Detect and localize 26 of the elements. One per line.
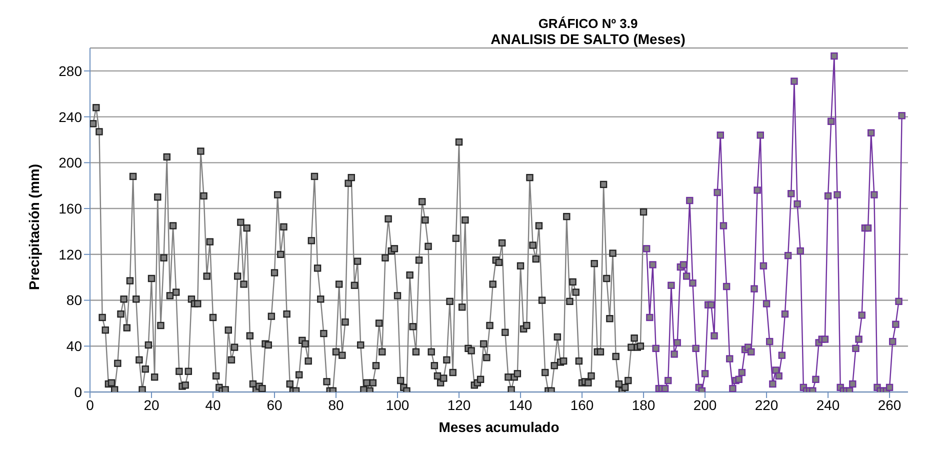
x-tick-label: 60: [266, 396, 283, 413]
y-tick-label: 280: [58, 62, 82, 79]
y-tick-label: 200: [58, 154, 82, 171]
x-tick-label: 140: [508, 396, 532, 413]
x-axis-title: Meses acumulado: [438, 419, 560, 435]
x-tick-label: 100: [386, 396, 410, 413]
y-tick-label: 80: [66, 292, 82, 308]
x-tick-label: 220: [754, 396, 778, 413]
y-tick-label: 0: [74, 384, 82, 400]
x-tick-label: 200: [693, 396, 717, 413]
x-tick-label: 20: [144, 396, 160, 413]
y-tick-label: 240: [58, 108, 82, 125]
y-tick-label: 40: [66, 338, 82, 354]
x-tick-label: 40: [205, 396, 222, 413]
x-tick-label: 260: [878, 396, 902, 413]
x-tick-label: 120: [447, 396, 471, 413]
chart-subtitle: ANALISIS DE SALTO (Meses): [490, 31, 686, 47]
x-tick-label: 160: [570, 396, 594, 413]
y-tick-label: 120: [58, 246, 82, 262]
x-tick-label: 240: [816, 396, 840, 413]
x-tick-label: 180: [632, 396, 656, 413]
y-tick-label: 160: [58, 200, 82, 217]
x-tick-label: 80: [328, 396, 344, 413]
y-axis-title: Precipitación (mm): [26, 164, 42, 290]
x-tick-label: 0: [86, 396, 94, 413]
chart-title: GRÁFICO Nº 3.9: [537, 16, 639, 31]
